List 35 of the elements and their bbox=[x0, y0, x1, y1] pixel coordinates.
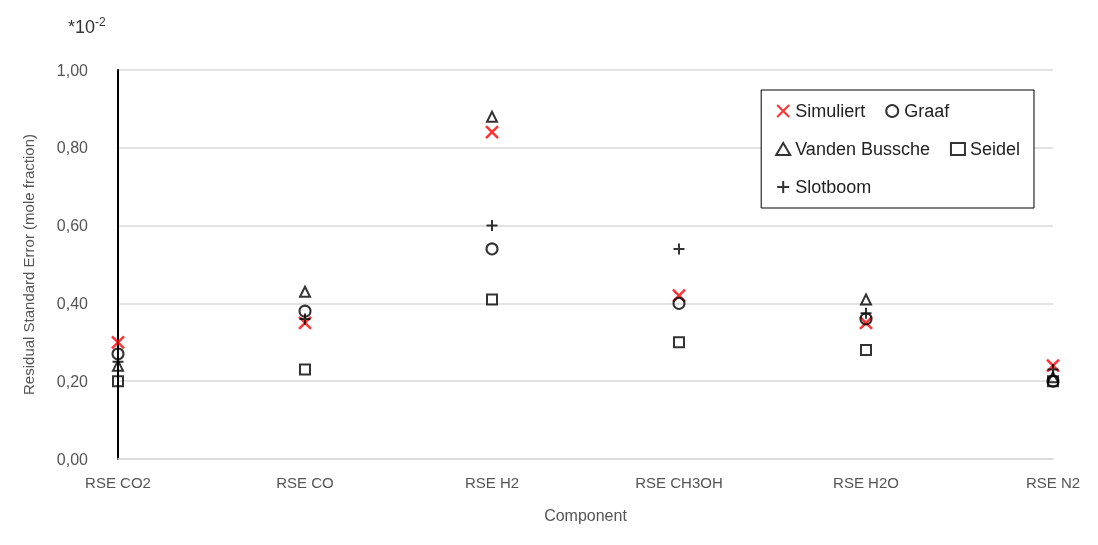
y-axis-title: Residual Standard Error (mole fraction) bbox=[20, 134, 37, 395]
legend-label: Graaf bbox=[904, 101, 951, 121]
point bbox=[860, 344, 872, 357]
point bbox=[486, 110, 498, 123]
point bbox=[673, 336, 685, 349]
x-axis-title: Component bbox=[544, 506, 628, 524]
point bbox=[299, 285, 311, 298]
point bbox=[298, 304, 312, 318]
x-tick-label: RSE CO bbox=[276, 474, 334, 491]
point bbox=[672, 296, 686, 310]
x-tick-label: RSE CO2 bbox=[85, 474, 151, 491]
x-tick-label: RSE H2 bbox=[464, 474, 520, 491]
y-tick-label: 0,60 bbox=[56, 217, 89, 235]
y-tick-label: 0,40 bbox=[56, 294, 89, 312]
legend-label: Simuliert bbox=[795, 101, 866, 121]
x-tick-label: RSE CH3OH bbox=[635, 474, 723, 491]
legend-label: Seidel bbox=[969, 139, 1021, 159]
point bbox=[299, 363, 311, 376]
point bbox=[111, 347, 125, 361]
x-tick-label: RSE H2O bbox=[833, 474, 899, 491]
point bbox=[112, 375, 124, 388]
point bbox=[1047, 371, 1059, 384]
point bbox=[110, 335, 126, 350]
y-tick-label: 0,00 bbox=[56, 450, 89, 468]
x-tick-label: RSE N2 bbox=[1025, 474, 1081, 491]
legend-label: Vanden Bussche bbox=[795, 139, 930, 159]
y-tick-label: 0,20 bbox=[56, 372, 89, 390]
point bbox=[484, 124, 500, 140]
point bbox=[485, 242, 499, 256]
point bbox=[486, 293, 498, 306]
point bbox=[859, 312, 873, 326]
y-tick-label: 0,80 bbox=[56, 139, 89, 157]
legend-label: Slotboom bbox=[795, 177, 872, 197]
y-tick-label: 1,00 bbox=[56, 61, 89, 79]
point bbox=[860, 293, 872, 306]
